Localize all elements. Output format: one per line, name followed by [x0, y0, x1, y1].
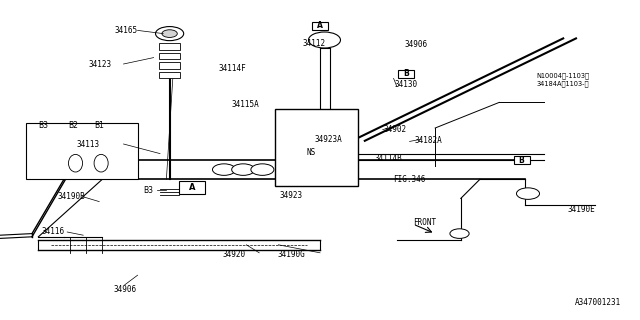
Text: FIG.346: FIG.346 [394, 175, 426, 184]
Text: 34114B: 34114B [374, 154, 402, 163]
Text: FRONT: FRONT [413, 218, 436, 227]
Bar [159, 53, 180, 59]
Text: N10004（-1103）: N10004（-1103） [536, 72, 589, 78]
Text: 34190B: 34190B [58, 192, 85, 201]
Circle shape [308, 32, 340, 48]
Text: 34902: 34902 [384, 125, 407, 134]
Text: B: B [404, 69, 409, 78]
Bar [159, 43, 180, 50]
Bar [312, 22, 328, 30]
Circle shape [516, 188, 540, 199]
Text: A: A [189, 183, 195, 192]
Circle shape [156, 27, 184, 41]
Ellipse shape [94, 155, 108, 172]
Circle shape [251, 164, 274, 175]
Bar [159, 72, 180, 78]
Text: A347001231: A347001231 [575, 298, 621, 307]
Circle shape [232, 164, 255, 175]
Text: 34190E: 34190E [568, 205, 595, 214]
Circle shape [212, 164, 236, 175]
Bar [179, 181, 205, 194]
Bar [159, 62, 180, 69]
Text: 34123: 34123 [89, 60, 112, 68]
Text: B: B [519, 156, 524, 164]
Text: 34920: 34920 [222, 250, 245, 259]
Text: 34115A: 34115A [232, 100, 259, 108]
Text: 34113: 34113 [76, 140, 99, 148]
Text: B2: B2 [68, 121, 79, 130]
Text: 34906: 34906 [113, 285, 136, 294]
Text: 34112: 34112 [302, 39, 325, 48]
Text: 34165: 34165 [115, 26, 138, 35]
Text: 34182A: 34182A [415, 136, 442, 145]
Text: 34184A（1103-）: 34184A（1103-） [536, 80, 589, 86]
Bar [514, 156, 530, 164]
Text: NS: NS [307, 148, 316, 157]
Text: A: A [317, 21, 323, 30]
Text: B3: B3 [38, 121, 49, 130]
Text: 34114F: 34114F [219, 64, 246, 73]
Bar [275, 109, 358, 186]
Text: 34923A: 34923A [315, 135, 342, 144]
Circle shape [162, 30, 177, 37]
Text: 34906: 34906 [404, 40, 428, 49]
Bar [26, 123, 138, 179]
Text: B1: B1 [94, 121, 104, 130]
Text: 34130: 34130 [395, 80, 418, 89]
Circle shape [450, 229, 469, 238]
Text: 34923: 34923 [280, 191, 303, 200]
Bar [398, 70, 415, 78]
Text: 34116: 34116 [42, 228, 65, 236]
Text: B3: B3 [143, 186, 154, 195]
Ellipse shape [68, 155, 83, 172]
Text: 34190G: 34190G [277, 250, 305, 259]
